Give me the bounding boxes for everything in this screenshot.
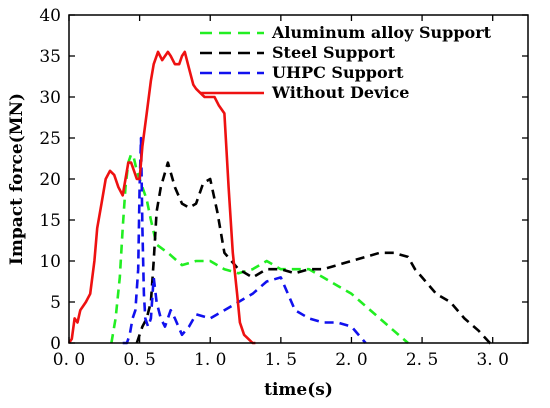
- x-axis-label: time(s): [264, 380, 333, 400]
- legend-label-3: UHPC Support: [272, 63, 404, 82]
- y-tick-label: 5: [50, 293, 61, 313]
- x-tick-label: 0. 5: [123, 350, 155, 370]
- x-tick-label: 2. 5: [406, 350, 438, 370]
- x-tick-label: 2. 0: [335, 350, 367, 370]
- y-tick-label: 25: [39, 129, 61, 149]
- ticks-layer: 0. 0 0. 5 1. 0 1. 5 2. 0 2. 5 3. 0 0 5 10 15 20 25 30…: [39, 6, 528, 370]
- x-tick-label: 3. 0: [476, 350, 508, 370]
- y-tick-label: 15: [39, 211, 61, 231]
- legend-label-2: Steel Support: [272, 43, 396, 62]
- x-tick-label: 0. 0: [53, 350, 85, 370]
- series-line-2: [135, 161, 493, 345]
- series-line-3: [122, 136, 367, 345]
- y-tick-label: 35: [39, 47, 61, 67]
- y-tick-label: 20: [39, 170, 61, 190]
- x-tick-label: 1. 5: [265, 350, 297, 370]
- series-layer: [67, 50, 493, 345]
- y-tick-label: 0: [50, 334, 61, 354]
- series-line-1: [110, 153, 409, 344]
- y-tick-label: 10: [39, 252, 61, 272]
- x-tick-label: 1. 0: [194, 350, 226, 370]
- legend-label-4: Without Device: [271, 83, 409, 102]
- y-tick-label: 30: [39, 88, 61, 108]
- y-tick-label: 40: [39, 6, 61, 26]
- y-axis-label: Impact force(MN): [7, 93, 27, 265]
- series-line-4: [67, 50, 256, 345]
- legend-label-1: Aluminum alloy Support: [271, 23, 492, 42]
